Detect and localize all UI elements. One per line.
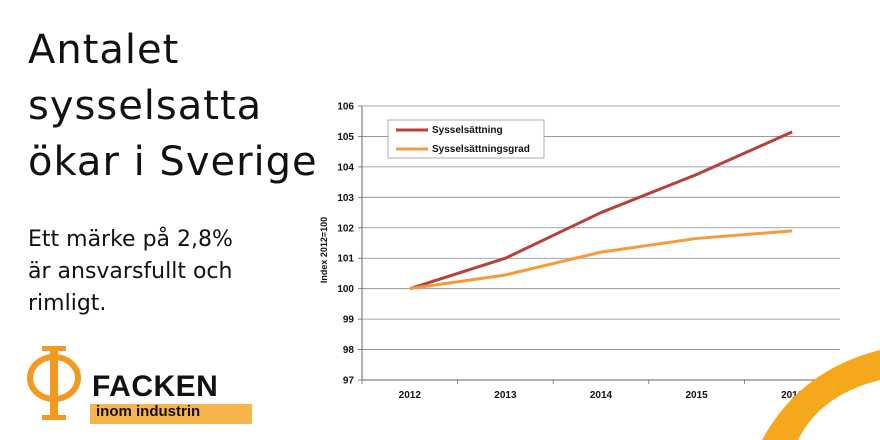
y-tick-label: 103 xyxy=(337,193,354,204)
chart-axes xyxy=(358,105,841,384)
series-line-1 xyxy=(409,229,793,291)
logo-band xyxy=(90,404,252,424)
legend-label-sysselsattning: Sysselsättning xyxy=(432,125,503,136)
facken-logo: FACKEN inom industrin xyxy=(24,344,252,424)
y-tick-labels: 97 98 99 100 101 102 103 104 105 106 xyxy=(337,102,354,387)
employment-chart: 97 98 99 100 101 102 103 104 105 106 2012 2013 2014… xyxy=(319,102,841,401)
subline: Ett märke på 2,8% är ansvarsfullt och ri… xyxy=(28,224,318,320)
logo-subtitle: inom industrin xyxy=(96,403,201,420)
series-lines xyxy=(409,130,793,291)
y-tick-label: 97 xyxy=(343,376,355,387)
x-tick-label: 2012 xyxy=(399,390,422,401)
x-tick-labels: 2012 2013 2014 2015 2016 xyxy=(399,390,804,401)
y-tick-label: 102 xyxy=(337,223,354,234)
headline-line-1: Antalet xyxy=(28,27,180,73)
headline: Antalet sysselsatta ökar i Sverige xyxy=(28,22,318,190)
x-tick-label: 2015 xyxy=(685,390,708,401)
y-tick-label: 101 xyxy=(337,254,354,265)
y-tick-label: 98 xyxy=(343,345,355,356)
logo-wordmark: FACKEN xyxy=(92,370,219,403)
y-tick-label: 105 xyxy=(337,132,354,143)
series-line-0 xyxy=(409,130,793,291)
subline-line-3: rimligt. xyxy=(28,291,107,316)
headline-line-3: ökar i Sverige xyxy=(28,139,318,185)
x-tick-label: 2013 xyxy=(494,390,517,401)
subline-line-2: är ansvarsfullt och xyxy=(28,259,233,284)
y-axis-label: Index 2012=100 xyxy=(319,217,329,283)
legend: Sysselsättning Sysselsättningsgrad xyxy=(387,119,545,159)
phi-symbol-icon xyxy=(27,346,81,420)
legend-box xyxy=(387,119,545,159)
y-tick-label: 100 xyxy=(337,284,354,295)
headline-line-2: sysselsatta xyxy=(28,83,263,129)
y-tick-label: 104 xyxy=(337,162,354,173)
x-tick-label: 2014 xyxy=(590,390,613,401)
accent-arc xyxy=(762,350,880,440)
y-tick-label: 106 xyxy=(337,102,354,113)
y-tick-label: 99 xyxy=(343,315,355,326)
legend-label-sysselsattningsgrad: Sysselsättningsgrad xyxy=(432,144,530,155)
subline-line-1: Ett märke på 2,8% xyxy=(28,227,233,252)
x-tick-label: 2016 xyxy=(781,390,804,401)
